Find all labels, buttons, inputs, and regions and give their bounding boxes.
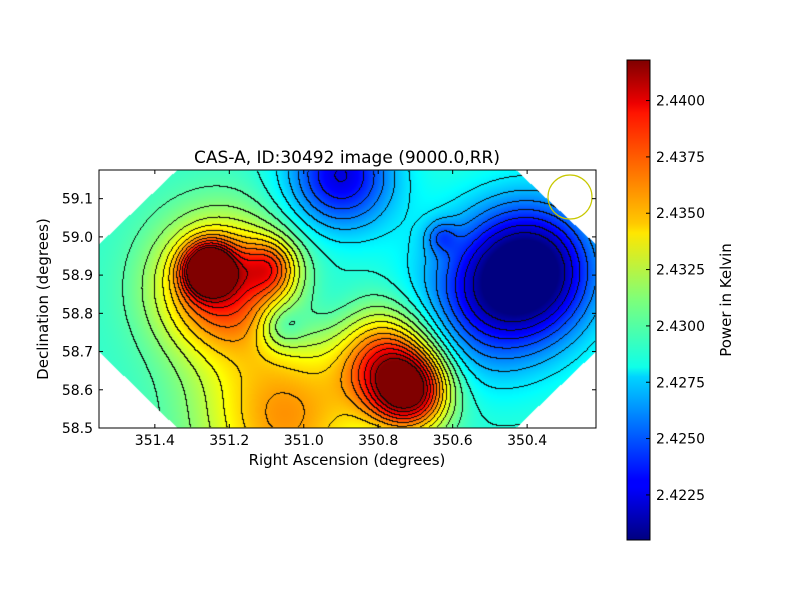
x-tick-label: 351.2 xyxy=(209,433,249,449)
colorbar-tick-label: 2.4225 xyxy=(656,488,705,504)
x-tick-label: 351.0 xyxy=(284,433,324,449)
x-axis-ticks: 351.4 351.2 351.0 350.8 350.6 350.4 xyxy=(135,170,547,449)
x-tick-label: 350.4 xyxy=(507,433,547,449)
y-axis-label: Declination (degrees) xyxy=(34,218,52,380)
y-tick-label: 58.6 xyxy=(62,383,93,399)
y-tick-label: 58.7 xyxy=(62,345,93,361)
y-axis-ticks: 58.5 58.6 58.7 58.8 58.9 59.0 59.1 xyxy=(62,192,596,437)
y-tick-label: 58.9 xyxy=(62,268,93,284)
x-axis-label: Right Ascension (degrees) xyxy=(249,451,446,469)
beam-marker xyxy=(547,174,593,220)
y-tick-label: 58.5 xyxy=(62,421,93,437)
colorbar-tick-label: 2.4250 xyxy=(656,432,705,448)
chart-title: CAS-A, ID:30492 image (9000.0,RR) xyxy=(194,148,500,168)
colorbar-tick-label: 2.4300 xyxy=(656,319,705,335)
colorbar-ticks: 2.4225 2.4250 2.4275 2.4300 2.4325 2.4350 2.43… xyxy=(646,94,705,504)
colorbar-tick-label: 2.4275 xyxy=(656,375,705,391)
colorbar-label: Power in Kelvin xyxy=(717,243,735,357)
colorbar-tick-label: 2.4350 xyxy=(656,206,705,222)
axes-frame xyxy=(98,169,597,429)
heatmap-image xyxy=(99,170,596,428)
x-tick-label: 350.8 xyxy=(358,433,398,449)
heatmap-raster xyxy=(99,170,596,428)
colorbar-tick-label: 2.4325 xyxy=(656,263,705,279)
y-tick-label: 59.0 xyxy=(62,230,93,246)
colorbar: 2.4225 2.4250 2.4275 2.4300 2.4325 2.4350 2.43… xyxy=(626,59,705,541)
colorbar-tick-label: 2.4400 xyxy=(656,94,705,110)
colorbar-gradient xyxy=(626,59,651,541)
beam-circle xyxy=(547,174,593,220)
y-tick-label: 58.8 xyxy=(62,306,93,322)
plot-area: 351.4 351.2 351.0 350.8 350.6 350.4 58.558.65… xyxy=(62,169,597,449)
y-tick-label: 59.1 xyxy=(62,192,93,208)
x-tick-label: 350.6 xyxy=(433,433,473,449)
colorbar-tick-label: 2.4375 xyxy=(656,150,705,166)
x-tick-label: 351.4 xyxy=(135,433,175,449)
